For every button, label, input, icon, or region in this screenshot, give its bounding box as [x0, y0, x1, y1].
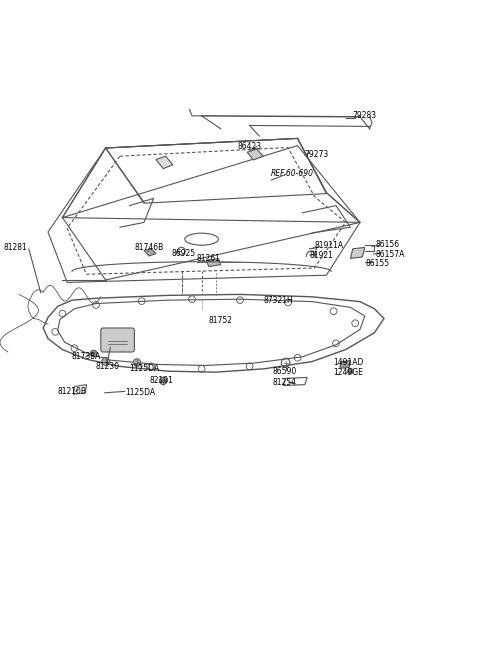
Polygon shape — [340, 361, 350, 368]
Text: 87321H: 87321H — [263, 296, 293, 304]
Text: 82191: 82191 — [150, 377, 174, 385]
Text: 86156: 86156 — [375, 241, 399, 249]
Text: 79283: 79283 — [353, 111, 377, 120]
Text: 1125DA: 1125DA — [130, 364, 160, 373]
Text: 1125DA: 1125DA — [125, 388, 155, 398]
Text: 79273: 79273 — [305, 150, 329, 159]
Text: 86423: 86423 — [238, 142, 262, 151]
Text: 86925: 86925 — [172, 249, 196, 258]
FancyBboxPatch shape — [101, 328, 134, 352]
Text: 81230: 81230 — [96, 362, 120, 371]
Polygon shape — [350, 247, 365, 258]
Text: 1249GE: 1249GE — [334, 367, 363, 377]
Polygon shape — [247, 149, 263, 160]
Text: 86155: 86155 — [366, 258, 390, 268]
Text: 81254: 81254 — [273, 379, 297, 387]
Text: 86157A: 86157A — [375, 249, 405, 258]
Text: 81921: 81921 — [310, 251, 334, 260]
Text: 86590: 86590 — [273, 367, 297, 376]
Text: 81746B: 81746B — [134, 243, 164, 252]
Circle shape — [102, 358, 109, 365]
Circle shape — [133, 359, 141, 367]
Circle shape — [348, 368, 353, 374]
Text: 81911A: 81911A — [314, 241, 344, 250]
Polygon shape — [156, 156, 173, 169]
Circle shape — [90, 350, 97, 357]
Text: REF.60-690: REF.60-690 — [271, 169, 314, 178]
Circle shape — [159, 377, 167, 384]
Polygon shape — [206, 258, 221, 266]
Polygon shape — [144, 249, 156, 256]
Text: 81738A: 81738A — [71, 352, 100, 361]
Text: 81752: 81752 — [209, 316, 233, 325]
Text: 81281: 81281 — [4, 243, 27, 252]
Text: 81210B: 81210B — [58, 387, 86, 396]
Text: 1491AD: 1491AD — [334, 358, 364, 367]
Text: 81261: 81261 — [197, 254, 221, 263]
